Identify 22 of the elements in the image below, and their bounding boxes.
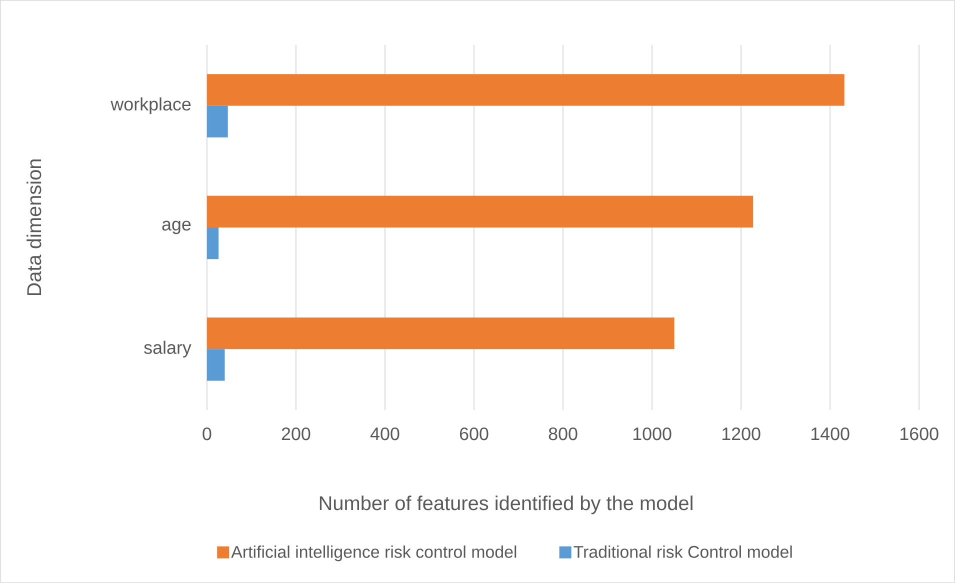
bar [206, 227, 219, 260]
x-tick-label: 1400 [811, 428, 850, 440]
legend-label: Artificial intelligence risk control model [231, 546, 516, 562]
bar [206, 196, 754, 228]
x-tick-label: 1000 [633, 428, 672, 440]
x-tick-label: 1600 [900, 428, 938, 440]
x-tick-label: 1200 [722, 428, 760, 440]
x-tick-label: 800 [548, 428, 578, 440]
y-axis-title: Data dimension [26, 160, 42, 296]
x-tick-label: 0 [202, 428, 212, 440]
y-tick-label: salary [144, 340, 192, 358]
x-tick-label: 600 [460, 428, 488, 440]
bar [206, 349, 225, 381]
bar [206, 74, 844, 106]
bar [206, 318, 674, 350]
y-tick-label: workplace [110, 97, 191, 114]
bar [206, 106, 228, 138]
x-tick-label: 200 [282, 428, 310, 440]
x-tick-label: 400 [370, 428, 400, 440]
legend-label: Traditional risk Control model [574, 546, 792, 558]
x-axis-title: Number of features identified by the model [320, 496, 692, 514]
y-tick-label: age [162, 220, 191, 234]
